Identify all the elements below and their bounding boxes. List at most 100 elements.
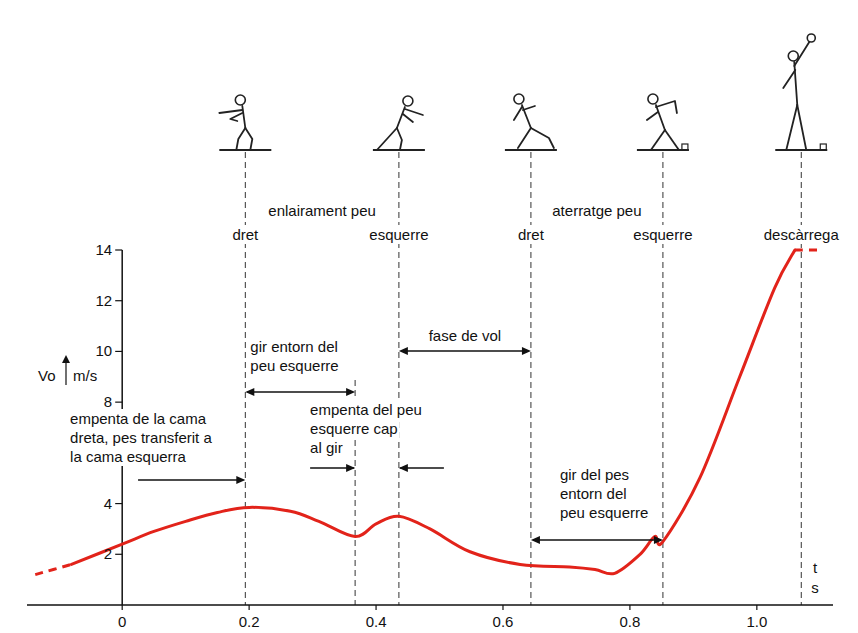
event-label: dret [232,226,259,243]
figure-head [648,94,658,104]
ground-line [219,149,271,151]
phase-label: peu esquerre [250,357,338,374]
arrowhead [245,388,254,396]
throwing-circle-mark [820,144,826,150]
x-tick [629,605,630,610]
series [35,250,820,575]
x-tick-label: 0.8 [619,613,640,630]
event-line [245,152,246,605]
release-label: descàrrega [764,226,840,243]
x-tick-label: 0.4 [366,613,387,630]
phase-label: esquerre cap [310,420,398,437]
arrowhead [346,464,355,472]
ground-line [637,149,689,151]
y-tick [115,402,122,403]
arrowhead [654,536,663,544]
text-patch [308,438,345,457]
throwing-circle-mark [682,144,688,150]
text-patch [68,409,209,428]
figure-limb [531,128,554,148]
text-patch [68,428,214,447]
figure-limb [794,62,797,105]
figure-limb [405,109,423,115]
stick-figure [775,34,827,150]
y-tick-label: 4 [104,495,112,512]
figure-limb [794,42,809,66]
phase-label: empenta de la cama [70,410,207,427]
figure-limb [665,130,679,150]
text-patch [248,356,340,375]
event-group-label: enlairament peu [268,202,376,219]
text-patch [550,201,643,220]
y-tick-label: 10 [96,342,113,359]
x-tick [122,605,123,610]
phase-label: dreta, pes transferit a [70,429,212,446]
stick-figure [505,94,557,150]
x-axis [27,604,833,606]
y-tick-label: 14 [96,241,113,258]
y-axis-unit: m/s [73,367,97,384]
figure-limb [518,128,531,148]
velocity-line [795,249,820,252]
y-title-arrowhead [62,355,70,363]
text-patch [266,201,378,220]
text-patch [248,337,340,356]
ground-line [775,149,827,151]
text-patch [631,225,694,244]
text-patches [68,201,841,522]
figure-head [514,94,524,104]
text-patch [427,326,504,345]
phase-label: entorn del [560,485,627,502]
text-patch [762,225,842,244]
texts: 00.20.40.60.81.0248101214Vom/stsdretesqu… [38,202,839,630]
ground-line [373,149,425,151]
velocity-line [35,564,71,574]
phase-label: fase de vol [429,327,502,344]
y-tick [115,300,122,301]
text-patch [558,465,631,484]
text-patch [516,225,547,244]
y-tick [115,503,122,504]
stick-figure [373,96,425,150]
figure-head [235,95,245,105]
annotation-lines [245,152,801,605]
text-patch [308,419,400,438]
phase-arrow [247,391,353,392]
figure-limb [514,107,522,120]
y-axis-title: Vo [38,367,56,384]
event-line [530,152,531,605]
arrowhead [346,388,355,396]
ground-line [505,149,557,151]
x-tick-label: 0.6 [493,613,514,630]
x-tick-label: 0 [118,613,126,630]
release-line [801,152,802,605]
text-patch [308,400,424,419]
event-line [662,152,663,605]
event-label: esquerre [633,226,692,243]
chart: 00.20.40.60.81.0248101214Vom/stsdretesqu… [0,0,858,633]
arrowhead [399,347,408,355]
figure-limb [647,112,658,120]
text-patch [68,447,189,466]
x-axis-title: t [813,559,818,576]
axes [27,250,833,610]
figure-limb [219,110,242,113]
x-tick [756,605,757,610]
figure-limb [377,128,397,150]
arrowhead [531,536,540,544]
phase-arrow [533,539,661,540]
arrowhead [236,476,245,484]
x-tick [375,605,376,610]
figure-limb [783,70,795,88]
x-tick [502,605,503,610]
phase-label: peu esquerre [560,504,648,521]
figure-limb [523,106,535,110]
figure-limb [397,107,405,128]
phase-arrow [401,350,529,351]
y-tick-label: 12 [96,292,113,309]
y-tick [115,554,122,555]
event-label: dret [518,226,545,243]
figure-limb [236,128,245,150]
figure-head [403,96,413,106]
phase-label: al gir [310,439,343,456]
